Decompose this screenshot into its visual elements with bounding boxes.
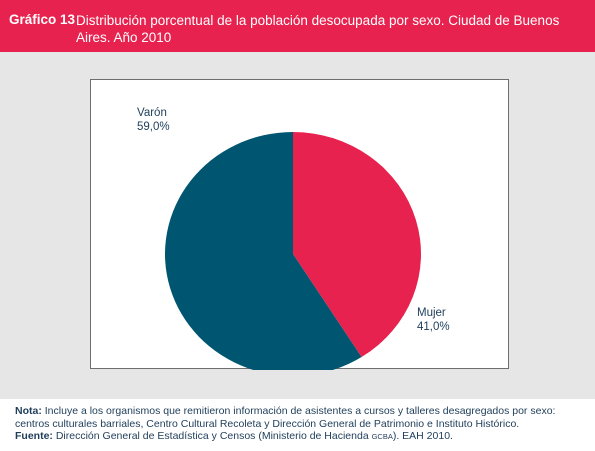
chart-frame: Mujer 41,0% Varón 59,0% bbox=[90, 79, 509, 370]
pie-slice-varon bbox=[165, 132, 362, 370]
chart-title: Distribución porcentual de la población … bbox=[76, 13, 560, 45]
pie-slice-mujer bbox=[293, 132, 421, 358]
source-end: ). EAH 2010. bbox=[392, 430, 453, 442]
chart-panel: Mujer 41,0% Varón 59,0% bbox=[0, 52, 595, 399]
note-text: Incluye a los organismos que remitieron … bbox=[15, 405, 556, 430]
note-label: Nota: bbox=[15, 405, 42, 417]
slice-value-label-mujer: 41,0% bbox=[417, 321, 450, 333]
slice-category-label-varon: Varón bbox=[137, 107, 167, 119]
chart-notes: Nota: Incluye a los organismos que remit… bbox=[15, 405, 585, 444]
source-abbr: GCBA bbox=[371, 432, 393, 441]
note-line: Nota: Incluye a los organismos que remit… bbox=[15, 405, 585, 430]
chart-number-label: Gráfico 13 bbox=[9, 12, 76, 27]
source-line: Fuente: Dirección General de Estadística… bbox=[15, 430, 585, 444]
source-text: Dirección General de Estadística y Censo… bbox=[55, 430, 369, 442]
slice-category-label-mujer: Mujer bbox=[417, 307, 446, 319]
chart-header: Gráfico 13 Distribución porcentual de la… bbox=[0, 0, 595, 52]
pie-chart: Mujer 41,0% Varón 59,0% bbox=[137, 107, 450, 370]
source-label: Fuente: bbox=[15, 430, 53, 442]
slice-value-label-varon: 59,0% bbox=[137, 121, 170, 133]
